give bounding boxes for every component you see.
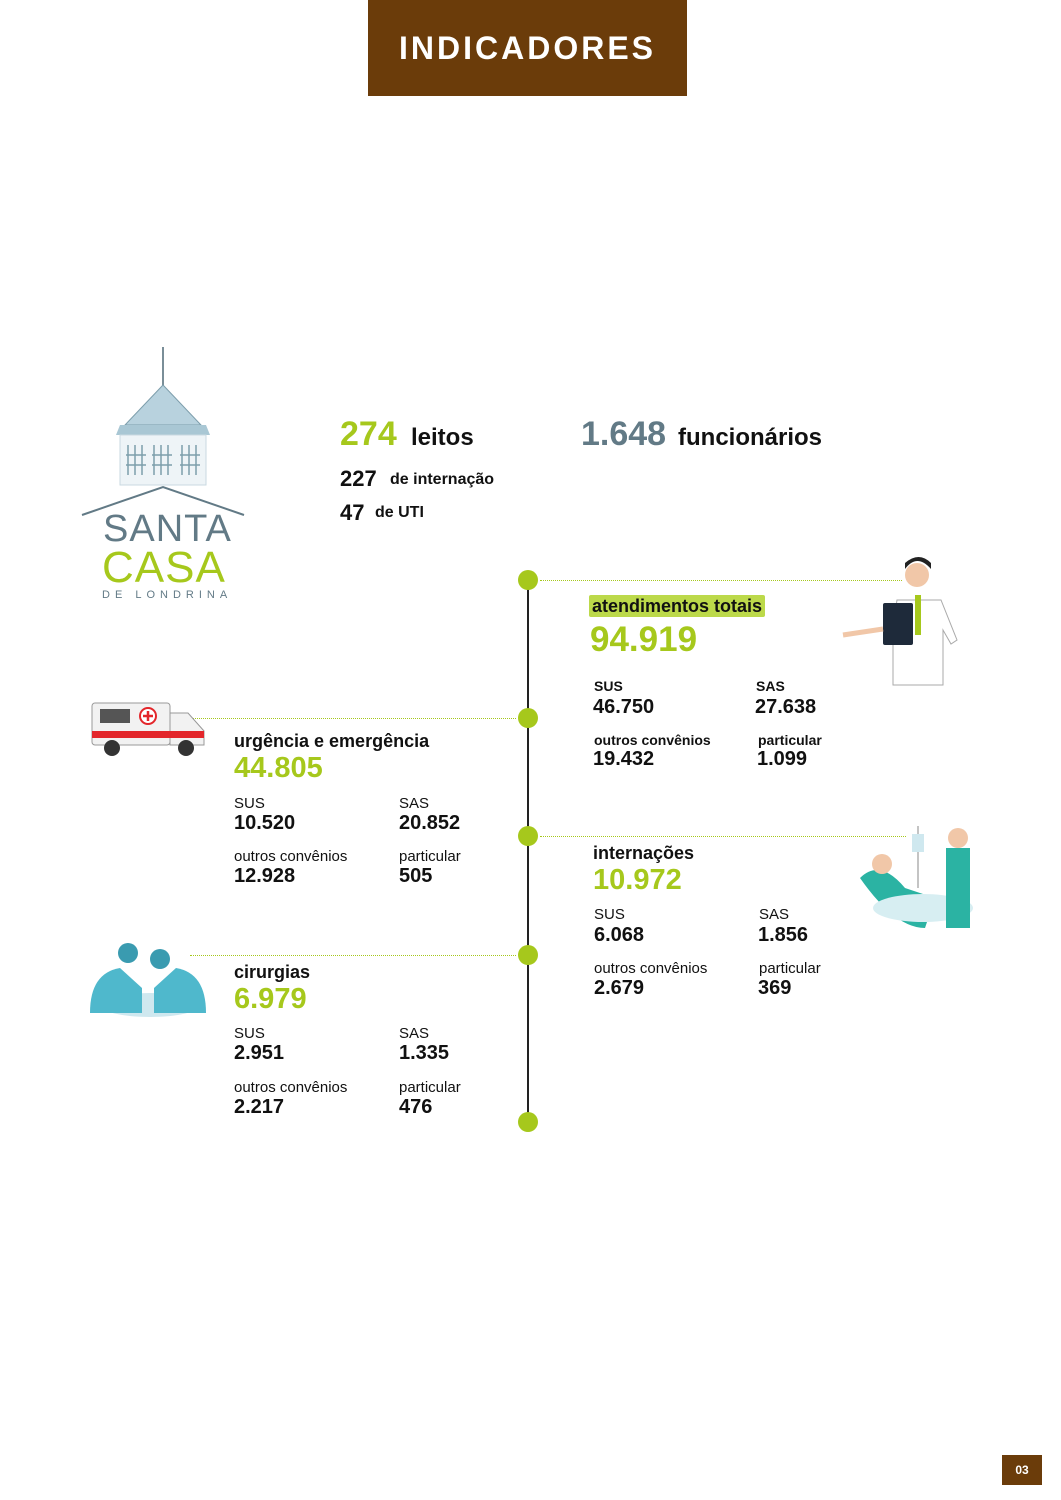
santa-casa-logo: SANTA CASA DE LONDRINA <box>80 345 245 605</box>
particular-value: 369 <box>758 977 792 999</box>
ambulance-icon <box>91 702 205 756</box>
outros-value: 2.679 <box>594 977 645 999</box>
admissions-value: 10.972 <box>593 864 682 896</box>
sas-value: 1.335 <box>399 1042 450 1064</box>
particular-value: 505 <box>399 865 433 887</box>
sus-label: SUS <box>594 678 623 694</box>
connector-line <box>540 580 902 581</box>
particular-label: particular <box>758 732 822 748</box>
beds-value: 274 <box>340 415 397 453</box>
sus-value: 6.068 <box>594 924 645 946</box>
outros-value: 12.928 <box>234 865 296 887</box>
connector-line <box>540 836 906 837</box>
tower-icon <box>81 347 245 516</box>
page-number: 03 <box>1002 1455 1042 1485</box>
outros-value: 19.432 <box>593 748 655 770</box>
surgeries-value: 6.979 <box>234 983 307 1015</box>
particular-value: 476 <box>399 1096 433 1118</box>
sas-value: 20.852 <box>399 812 461 834</box>
outros-label: outros convênios <box>234 1079 348 1096</box>
admissions-title: internações <box>593 843 695 863</box>
logo-santa: SANTA <box>103 508 232 550</box>
sas-label: SAS <box>759 906 790 923</box>
sus-value: 46.750 <box>593 696 655 718</box>
particular-label: particular <box>399 848 461 865</box>
timeline-dot <box>518 945 538 965</box>
timeline-line <box>527 580 529 1122</box>
staff-label: funcionários <box>678 424 823 451</box>
total-value: 94.919 <box>590 620 698 659</box>
page-title: INDICADORES <box>368 0 687 96</box>
patient-and-nurse-icon <box>860 826 973 928</box>
outros-label: outros convênios <box>594 960 708 977</box>
urgency-value: 44.805 <box>234 752 323 784</box>
staff-value: 1.648 <box>581 415 667 453</box>
inpatient-beds-value: 227 <box>340 466 377 491</box>
logo-casa: CASA <box>102 543 226 592</box>
sus-label: SUS <box>234 795 265 812</box>
outros-label: outros convênios <box>594 732 711 748</box>
sus-label: SUS <box>594 906 625 923</box>
particular-value: 1.099 <box>757 748 808 770</box>
timeline-dot <box>518 708 538 728</box>
doctor-with-clipboard-icon <box>842 557 958 686</box>
surgeries-title: cirurgias <box>234 962 311 982</box>
timeline-dot <box>518 570 538 590</box>
sus-value: 2.951 <box>234 1042 285 1064</box>
total-title: atendimentos totais <box>589 595 766 617</box>
icu-beds-value: 47 <box>340 500 365 525</box>
surgeons-operating-icon <box>90 943 206 1017</box>
sus-value: 10.520 <box>234 812 296 834</box>
sas-label: SAS <box>399 795 430 812</box>
urgency-title: urgência e emergência <box>234 731 430 751</box>
timeline-dot <box>518 826 538 846</box>
sas-label: SAS <box>399 1025 430 1042</box>
sas-value: 1.856 <box>758 924 809 946</box>
sas-value: 27.638 <box>755 696 817 718</box>
sus-label: SUS <box>234 1025 265 1042</box>
outros-value: 2.217 <box>234 1096 285 1118</box>
particular-label: particular <box>399 1079 461 1096</box>
logo-de-londrina: DE LONDRINA <box>102 589 233 601</box>
connector-line <box>190 718 516 719</box>
inpatient-beds-label: de internação <box>390 471 495 488</box>
timeline-dot <box>518 1112 538 1132</box>
icu-beds-label: de UTI <box>375 504 424 521</box>
connector-line <box>190 955 516 956</box>
beds-label: leitos <box>411 424 474 451</box>
outros-label: outros convênios <box>234 848 348 865</box>
particular-label: particular <box>759 960 821 977</box>
sas-label: SAS <box>756 678 785 694</box>
